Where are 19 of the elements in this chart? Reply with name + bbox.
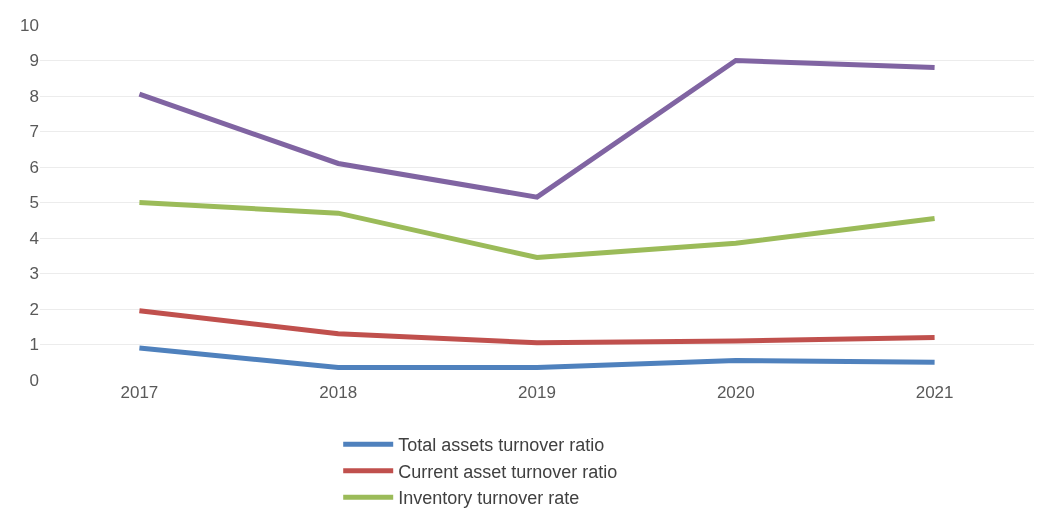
y-tick-label: 9 [29,51,39,71]
y-tick-label: 6 [29,157,39,177]
legend-label: Inventory turnover rate [398,488,580,509]
x-tick-label: 2017 [120,383,159,402]
x-tick-label: 2020 [716,383,755,402]
y-tick-label: 1 [29,335,39,355]
y-tick-label: 0 [29,370,39,390]
legend-label: Total assets turnover ratio [398,435,605,456]
y-tick-label: 10 [20,15,39,35]
legend-label: Current asset turnover ratio [398,461,618,482]
y-tick-label: 5 [29,193,39,213]
x-tick-label: 2019 [518,383,556,402]
y-tick-label: 4 [29,228,39,248]
y-tick-label: 7 [29,122,39,142]
x-tick-label: 2018 [319,383,358,402]
x-tick-label: 2021 [915,383,954,402]
y-tick-label: 2 [29,299,39,319]
y-tick-label: 8 [29,86,39,106]
y-tick-label: 3 [29,264,39,284]
